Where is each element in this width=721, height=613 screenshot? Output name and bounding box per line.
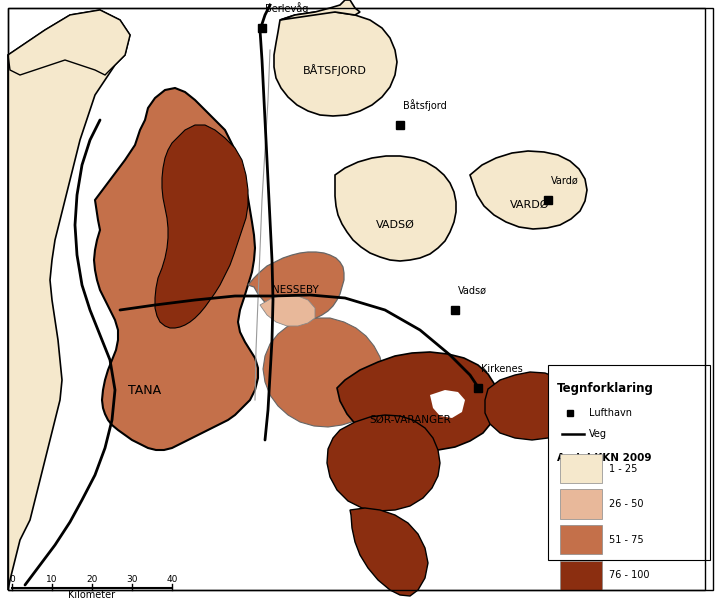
Polygon shape bbox=[337, 352, 498, 451]
Polygon shape bbox=[470, 151, 587, 229]
Text: Båtsfjord: Båtsfjord bbox=[403, 99, 447, 111]
Polygon shape bbox=[8, 10, 130, 75]
Text: 10: 10 bbox=[46, 574, 58, 584]
Text: 51 - 75: 51 - 75 bbox=[609, 535, 643, 545]
Text: BÅTSFJORD: BÅTSFJORD bbox=[303, 64, 367, 76]
Polygon shape bbox=[280, 0, 360, 20]
Text: 76 - 100: 76 - 100 bbox=[609, 570, 649, 581]
Polygon shape bbox=[260, 295, 315, 326]
Text: 20: 20 bbox=[87, 574, 97, 584]
Text: Tegnforklaring: Tegnforklaring bbox=[557, 382, 653, 395]
Polygon shape bbox=[335, 156, 456, 261]
Polygon shape bbox=[327, 415, 440, 511]
FancyBboxPatch shape bbox=[560, 560, 602, 590]
Text: Kirkenes: Kirkenes bbox=[481, 364, 523, 374]
Text: NESSEBY: NESSEBY bbox=[272, 285, 319, 295]
FancyBboxPatch shape bbox=[560, 454, 602, 483]
Text: 40: 40 bbox=[167, 574, 177, 584]
Text: VARDØ: VARDØ bbox=[510, 200, 549, 210]
Text: Andel KKN 2009: Andel KKN 2009 bbox=[557, 452, 651, 463]
Text: 0: 0 bbox=[9, 574, 15, 584]
Polygon shape bbox=[485, 372, 575, 440]
Text: 30: 30 bbox=[126, 574, 138, 584]
FancyBboxPatch shape bbox=[560, 525, 602, 554]
FancyBboxPatch shape bbox=[548, 365, 710, 560]
Text: 26 - 50: 26 - 50 bbox=[609, 499, 643, 509]
Polygon shape bbox=[8, 10, 130, 590]
FancyBboxPatch shape bbox=[560, 489, 602, 519]
Text: Vardø: Vardø bbox=[551, 176, 579, 186]
Polygon shape bbox=[248, 252, 344, 321]
Polygon shape bbox=[430, 390, 465, 418]
Polygon shape bbox=[350, 508, 428, 596]
Text: 1 - 25: 1 - 25 bbox=[609, 463, 637, 474]
Polygon shape bbox=[155, 125, 248, 328]
Polygon shape bbox=[8, 8, 713, 590]
Text: Berlevåg: Berlevåg bbox=[265, 2, 309, 14]
Text: TANA: TANA bbox=[128, 384, 162, 397]
Polygon shape bbox=[274, 12, 397, 116]
Text: SØR-VARANGER: SØR-VARANGER bbox=[369, 415, 451, 425]
Text: Veg: Veg bbox=[589, 429, 607, 440]
Polygon shape bbox=[94, 88, 258, 450]
Text: VADSØ: VADSØ bbox=[376, 220, 415, 230]
Text: Lufthavn: Lufthavn bbox=[589, 408, 632, 418]
Text: Vadsø: Vadsø bbox=[458, 286, 487, 296]
Polygon shape bbox=[263, 318, 383, 427]
Text: Kilometer: Kilometer bbox=[68, 590, 115, 600]
